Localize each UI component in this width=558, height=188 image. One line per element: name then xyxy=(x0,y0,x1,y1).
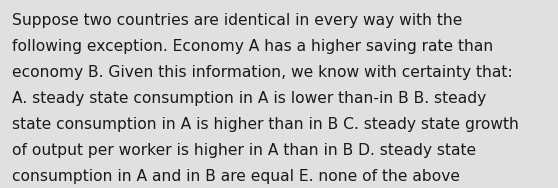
Text: of output per worker is higher in A than in B D. steady state: of output per worker is higher in A than… xyxy=(12,143,477,158)
Text: consumption in A and in B are equal E. none of the above: consumption in A and in B are equal E. n… xyxy=(12,169,460,184)
Text: following exception. Economy A has a higher saving rate than: following exception. Economy A has a hig… xyxy=(12,39,493,54)
Text: Suppose two countries are identical in every way with the: Suppose two countries are identical in e… xyxy=(12,13,463,28)
Text: state consumption in A is higher than in B C. steady state growth: state consumption in A is higher than in… xyxy=(12,117,519,132)
Text: A. steady state consumption in A is lower than‑in B B. steady: A. steady state consumption in A is lowe… xyxy=(12,91,487,106)
Text: economy B. Given this information, we know with certainty that:: economy B. Given this information, we kn… xyxy=(12,65,513,80)
